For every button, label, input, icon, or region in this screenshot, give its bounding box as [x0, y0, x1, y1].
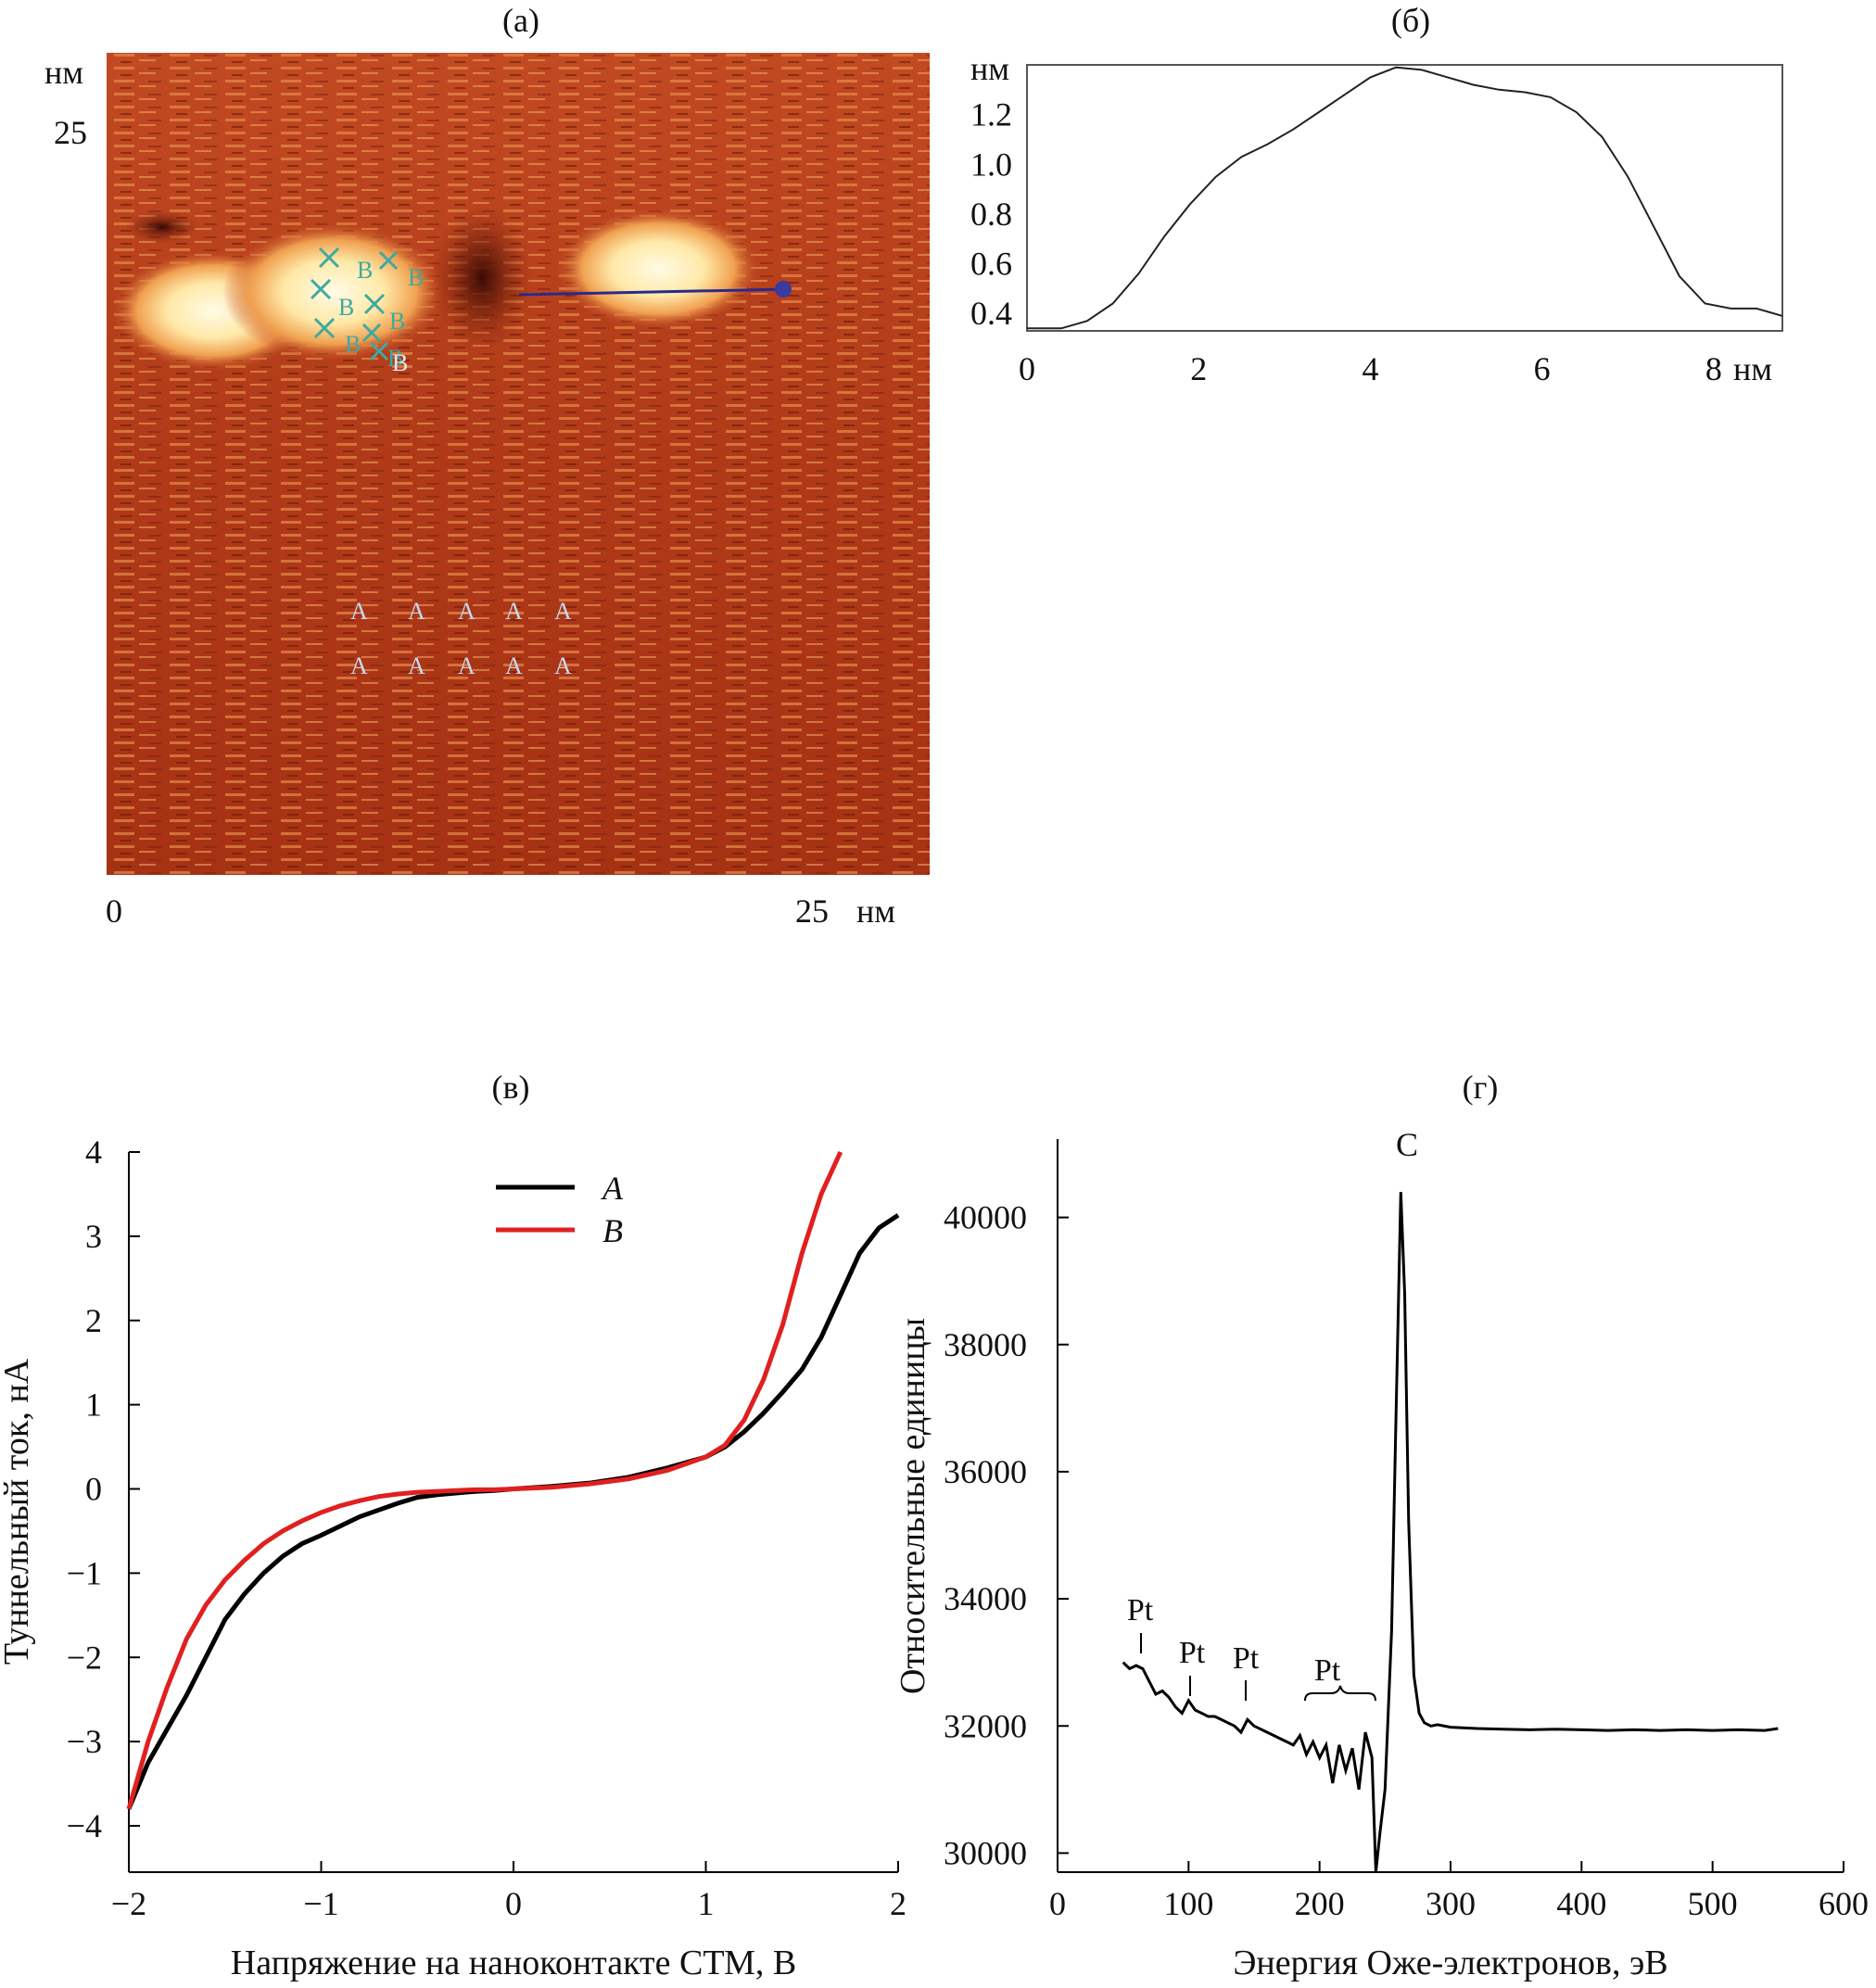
marker-a: A	[408, 598, 425, 625]
x-tick-label: 2	[1190, 350, 1207, 387]
y-tick-label: −4	[67, 1807, 102, 1844]
panel-c: (в) −4 −3 −2 −1 0 1 2 3 4 −2 −1 0 1 2 A B Напряжение…	[0, 1069, 906, 1982]
panel-a-y-unit: нм	[44, 54, 83, 91]
y-tick-label: 1.0	[970, 146, 1012, 183]
marker-b: B	[392, 349, 408, 376]
panel-b-x-label: нм	[1733, 350, 1772, 387]
y-tick-label: 36000	[944, 1453, 1027, 1490]
y-tick-label: 32000	[944, 1707, 1027, 1744]
y-tick-label: −2	[67, 1639, 102, 1676]
panel-c-x-ticks: −2 −1 0 1 2	[111, 1861, 906, 1922]
iv-curve-a	[126, 1213, 900, 1810]
marker-a: A	[458, 652, 475, 679]
y-tick-label: 30000	[944, 1834, 1027, 1871]
legend-a-label: A	[601, 1170, 624, 1207]
panel-c-x-label: Напряжение на наноконтакте СТМ, В	[231, 1944, 796, 1982]
peak-label-pt: Pt	[1127, 1593, 1154, 1627]
x-tick-label: 100	[1163, 1885, 1213, 1922]
markers-b: B B B B B B B	[310, 247, 424, 376]
panel-c-y-label: Туннельный ток, нА	[0, 1358, 36, 1665]
marker-b: B	[338, 294, 354, 321]
y-tick-label: 3	[85, 1218, 102, 1255]
x-tick-label: 200	[1295, 1885, 1345, 1922]
y-tick-label: 1.2	[970, 96, 1012, 133]
auger-spectrum-line	[1122, 1192, 1779, 1873]
x-tick-label: 400	[1556, 1885, 1606, 1922]
panel-d-x-label: Энергия Оже-электронов, эВ	[1233, 1944, 1667, 1982]
panel-b-x-ticks: 0 2 4 6 8	[1019, 350, 1722, 387]
panel-a-title: (а)	[502, 2, 539, 39]
panel-b-frame	[1026, 64, 1783, 332]
y-tick-label: 0.6	[970, 246, 1012, 283]
stm-image	[107, 53, 930, 875]
panel-a-x-tick-end: 25	[795, 893, 829, 930]
x-tick-label: 4	[1362, 350, 1378, 387]
marker-b: B	[345, 331, 361, 358]
panel-a-y-tick: 25	[54, 114, 87, 151]
marker-a: A	[554, 652, 572, 679]
x-tick-label: 2	[890, 1885, 906, 1922]
marker-b: B	[387, 345, 403, 372]
x-tick-label: −2	[111, 1885, 146, 1922]
x-tick-label: 300	[1426, 1885, 1476, 1922]
panel-d-y-ticks: 30000 32000 34000 36000 38000 40000	[944, 1199, 1069, 1871]
panel-b-y-ticks: 0.4 0.6 0.8 1.0 1.2	[970, 96, 1012, 333]
x-tick-label: 600	[1819, 1885, 1869, 1922]
panel-d-annotations: C Pt Pt Pt Pt	[1127, 1126, 1418, 1702]
panel-b-y-label: нм	[970, 50, 1009, 87]
y-tick-label: 1	[85, 1387, 102, 1424]
panel-c-title: (в)	[492, 1069, 530, 1106]
marker-b: B	[357, 257, 373, 284]
y-tick-label: 0.8	[970, 196, 1012, 233]
x-tick-label: 8	[1705, 350, 1722, 387]
panel-c-y-ticks: −4 −3 −2 −1 0 1 2 3 4	[67, 1133, 140, 1844]
panel-d-x-ticks: 0 100 200 300 400 500 600	[1049, 1861, 1869, 1922]
x-tick-label: 1	[698, 1885, 715, 1922]
pt-tick-marks	[1140, 1633, 1376, 1702]
y-tick-label: 34000	[944, 1580, 1027, 1617]
legend-b-label: B	[602, 1212, 623, 1249]
marker-a: A	[554, 598, 572, 625]
panel-a-x-unit: нм	[856, 893, 895, 930]
peak-label-pt: Pt	[1179, 1636, 1206, 1670]
profile-line	[1027, 66, 1783, 330]
panel-d: (г) 30000 32000 34000 36000 38000 40000 0 100 2…	[894, 1069, 1869, 1982]
marker-a: A	[505, 598, 523, 625]
y-tick-label: 0	[85, 1471, 102, 1508]
y-tick-label: 38000	[944, 1326, 1027, 1363]
panel-d-y-label: Относительные единицы	[894, 1318, 932, 1694]
marker-a: A	[505, 652, 523, 679]
markers-a: A A A A A A A A A A	[350, 598, 572, 679]
marker-a: A	[350, 652, 368, 679]
marker-b: B	[389, 308, 405, 335]
marker-b: B	[408, 264, 424, 291]
peak-label-pt: Pt	[1233, 1641, 1260, 1676]
panel-a-x-tick-start: 0	[106, 893, 122, 930]
marker-a: A	[350, 598, 368, 625]
peak-label-c: C	[1396, 1126, 1418, 1163]
y-tick-label: −3	[67, 1723, 102, 1760]
x-tick-label: 0	[1049, 1885, 1066, 1922]
y-tick-label: 0.4	[970, 295, 1012, 332]
cross-marks-b	[310, 247, 399, 361]
iv-curve-b	[126, 1150, 843, 1810]
x-tick-label: −1	[303, 1885, 338, 1922]
y-tick-label: −1	[67, 1554, 102, 1591]
y-tick-label: 2	[85, 1302, 102, 1339]
marker-a: A	[408, 652, 425, 679]
panel-d-title: (г)	[1463, 1069, 1499, 1106]
panel-b: (б) нм нм 0.4 0.6 0.8 1.0 1.2 0 2 4 6 8	[970, 2, 1783, 387]
y-tick-label: 4	[85, 1133, 102, 1171]
marker-a: A	[458, 598, 475, 625]
panel-c-legend: A B	[496, 1170, 624, 1249]
x-tick-label: 500	[1688, 1885, 1738, 1922]
y-tick-label: 40000	[944, 1199, 1027, 1236]
panel-a: (а) B B B B B B B A A A A A	[44, 2, 930, 930]
panel-b-title: (б)	[1391, 2, 1430, 39]
x-tick-label: 6	[1534, 350, 1551, 387]
x-tick-label: 0	[505, 1885, 522, 1922]
peak-label-pt: Pt	[1314, 1653, 1341, 1688]
x-tick-label: 0	[1019, 350, 1035, 387]
